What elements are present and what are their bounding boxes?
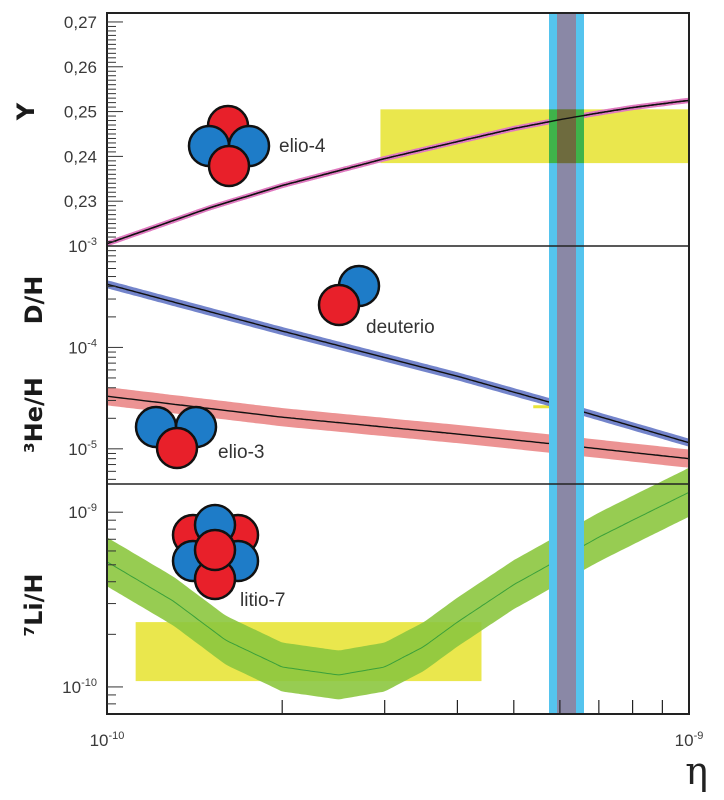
- y-tick-label-base: 10: [68, 503, 87, 522]
- y-tick-label: 0,25: [64, 103, 97, 122]
- y-axis-title-helium4: Y: [12, 102, 40, 121]
- theory-line-over-band: [107, 99, 689, 245]
- y-tick-label-exp: -9: [87, 502, 97, 514]
- y-tick-label: 10-9: [68, 502, 97, 522]
- nucleus-label-helium4: elio-4: [279, 136, 326, 157]
- y-tick-label: 10-3: [68, 236, 97, 256]
- y-axis-title-deuterium: D/H: [20, 276, 48, 325]
- y-tick-label-base: 10: [68, 440, 87, 459]
- y-tick-label-exp: -5: [87, 439, 97, 451]
- nucleus-label-deuterium: deuterio: [366, 317, 435, 338]
- x-tick-label-base: 10: [90, 731, 109, 750]
- theory-curves: [107, 97, 689, 700]
- observation-box-helium4: [380, 109, 689, 164]
- labels: 10-10 10-9η0,230,240,250,260,27Y10-310-41…: [12, 13, 708, 793]
- nucleus-label-helium3: elio-3: [218, 442, 264, 463]
- y-tick-label: 0,23: [64, 192, 97, 211]
- axes: [106, 12, 690, 715]
- proton-ball: [207, 144, 251, 188]
- y-axis-title-helium3: ³He/H: [20, 377, 48, 453]
- y-tick-label: 10-10: [62, 677, 97, 697]
- x-tick-label-exp: -10: [109, 730, 125, 742]
- x-axis-title: η: [685, 749, 708, 793]
- y-tick-label: 0,26: [64, 58, 97, 77]
- theory-band-deuterio: [107, 280, 689, 447]
- x-tick-label: 10-10: [90, 730, 125, 750]
- eta-band-inner: [557, 13, 576, 714]
- theory-band-elio-3: [107, 387, 689, 468]
- y-tick-label-exp: -10: [81, 677, 97, 689]
- nucleus-label-lithium7: litio-7: [240, 590, 285, 611]
- y-tick-label-base: 10: [62, 678, 81, 697]
- eta-band-overlap-inner: [557, 109, 576, 164]
- y-tick-label: 0,27: [64, 13, 97, 32]
- nucleus-icons: [134, 104, 381, 601]
- x-tick-label-exp: -9: [694, 730, 704, 742]
- y-tick-label-exp: -4: [87, 337, 97, 349]
- y-tick-label-base: 10: [68, 237, 87, 256]
- y-tick-label-exp: -3: [87, 236, 97, 248]
- theory-line-deuterio: [107, 283, 689, 444]
- proton-ball: [193, 528, 237, 572]
- y-tick-label: 0,24: [64, 147, 97, 166]
- y-axis-title-lithium7: ⁷Li/H: [20, 574, 48, 637]
- proton-ball: [155, 426, 199, 470]
- y-tick-label-base: 10: [68, 338, 87, 357]
- x-tick-label-base: 10: [675, 731, 694, 750]
- y-tick-label: 10-5: [68, 439, 97, 459]
- theory-band-litio-7: [107, 467, 689, 700]
- theory-line-litio-7: [107, 491, 689, 676]
- y-tick-label: 10-4: [68, 337, 97, 357]
- proton-ball: [317, 283, 361, 327]
- eta-band: [107, 13, 689, 714]
- x-tick-label: 10-9: [675, 730, 704, 750]
